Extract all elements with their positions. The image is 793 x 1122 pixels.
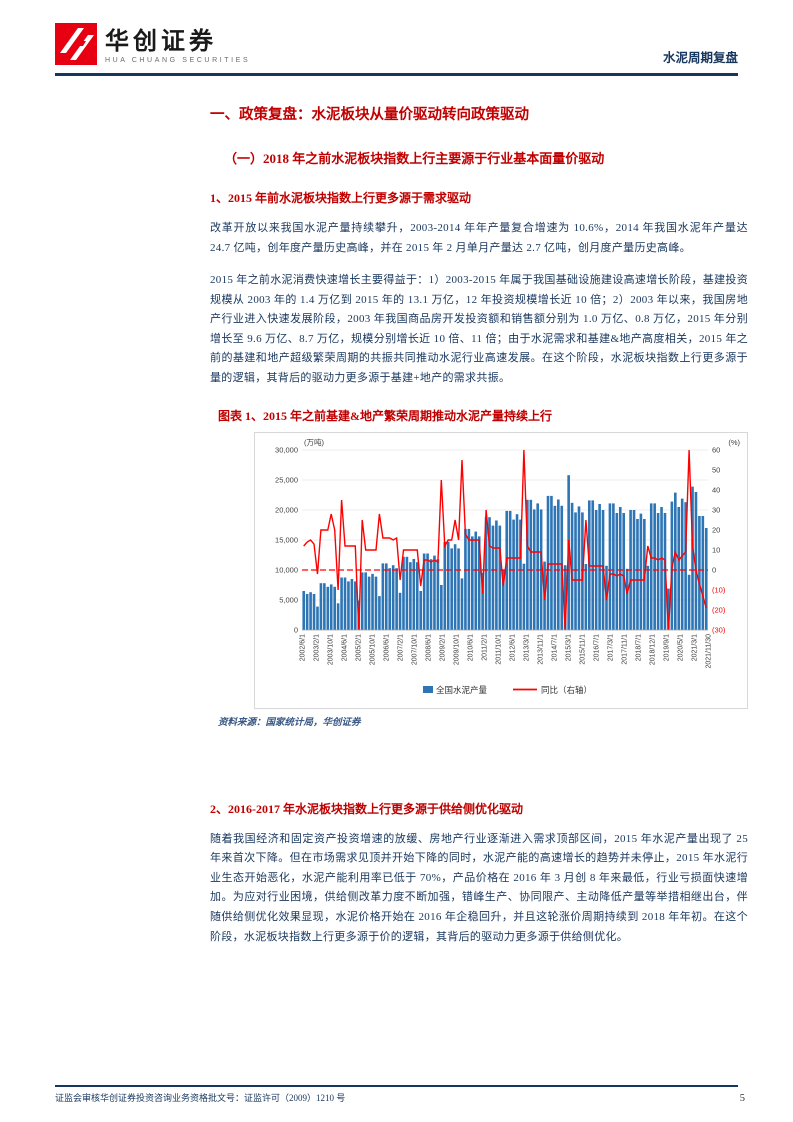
svg-text:2014/7/1: 2014/7/1 (552, 634, 559, 661)
svg-text:2003/10/1: 2003/10/1 (328, 634, 335, 665)
svg-text:2011/2/1: 2011/2/1 (482, 634, 489, 661)
svg-text:2018/12/1: 2018/12/1 (650, 634, 657, 665)
figure-caption: 图表 1、2015 年之前基建&地产繁荣周期推动水泥产量持续上行 (218, 408, 552, 423)
footer-divider (55, 1085, 738, 1087)
svg-text:10,000: 10,000 (275, 565, 298, 574)
svg-text:2009/10/1: 2009/10/1 (454, 634, 461, 665)
svg-text:25,000: 25,000 (275, 475, 298, 484)
svg-text:40: 40 (712, 485, 720, 494)
page-number: 5 (739, 1093, 745, 1104)
point-heading-2: 2、2016-2017 年水泥板块指数上行更多源于供给侧优化驱动 (210, 801, 523, 816)
cement-production-chart: 0 5,000 10,000 15,000 20,000 25,000 30,000 (30)… (254, 431, 748, 709)
svg-text:2007/2/1: 2007/2/1 (398, 634, 405, 661)
svg-text:2018/7/1: 2018/7/1 (636, 634, 643, 661)
svg-text:2007/10/1: 2007/10/1 (412, 634, 419, 665)
subsection-heading-1: （一）2018 年之前水泥板块指数上行主要源于行业基本面量价驱动 (224, 151, 605, 166)
svg-text:2011/10/1: 2011/10/1 (496, 634, 503, 665)
svg-text:15,000: 15,000 (275, 535, 298, 544)
svg-text:2019/9/1: 2019/9/1 (664, 634, 671, 661)
svg-text:2021/11/30: 2021/11/30 (706, 634, 713, 669)
svg-text:0: 0 (294, 625, 298, 634)
paragraph-1: 改革开放以来我国水泥产量持续攀升，2003-2014 年年产量复合增速为 10.… (210, 222, 748, 254)
section-heading-1: 一、政策复盘：水泥板块从量价驱动转向政策驱动 (210, 107, 529, 123)
svg-text:2004/6/1: 2004/6/1 (342, 634, 349, 661)
page-header: 华创证券 HUA CHUANG SECURITIES 水泥周期复盘 (55, 20, 738, 70)
svg-text:2005/2/1: 2005/2/1 (356, 634, 363, 661)
svg-text:2015/3/1: 2015/3/1 (566, 634, 573, 661)
page-footer: 证监会审核华创证券投资咨询业务资格批文号：证监许可（2009）1210 号 5 (55, 1091, 745, 1104)
svg-text:(20): (20) (712, 605, 726, 614)
svg-text:2013/3/1: 2013/3/1 (524, 634, 531, 661)
svg-text:30: 30 (712, 505, 720, 514)
svg-text:2015/11/1: 2015/11/1 (580, 634, 587, 665)
svg-text:2012/6/1: 2012/6/1 (510, 634, 517, 661)
svg-text:2006/6/1: 2006/6/1 (384, 634, 391, 661)
figure-source: 资料来源：国家统计局，华创证券 (218, 717, 361, 728)
svg-text:50: 50 (712, 465, 720, 474)
paragraph-3: 随着我国经济和固定资产投资增速的放缓、房地产行业逐渐进入需求顶部区间，2015 … (210, 832, 748, 943)
brand-name-cn: 华创证券 (105, 27, 217, 55)
svg-text:2017/3/1: 2017/3/1 (608, 634, 615, 661)
svg-text:0: 0 (712, 565, 716, 574)
svg-text:全国水泥产量: 全国水泥产量 (436, 685, 488, 695)
svg-text:20: 20 (712, 525, 720, 534)
svg-text:2002/6/1: 2002/6/1 (300, 634, 307, 661)
svg-text:2003/2/1: 2003/2/1 (314, 634, 321, 661)
point-heading-1: 1、2015 年前水泥板块指数上行更多源于需求驱动 (210, 191, 472, 205)
svg-text:2017/11/1: 2017/11/1 (622, 634, 629, 665)
svg-text:(30): (30) (712, 625, 726, 634)
svg-text:2021/3/1: 2021/3/1 (692, 634, 699, 661)
svg-text:2005/10/1: 2005/10/1 (370, 634, 377, 665)
svg-text:(万吨): (万吨) (304, 437, 324, 447)
brand-block: 华创证券 HUA CHUANG SECURITIES (55, 23, 250, 70)
svg-text:2020/5/1: 2020/5/1 (678, 634, 685, 661)
svg-text:(10): (10) (712, 585, 726, 594)
svg-text:(%): (%) (728, 438, 740, 447)
svg-text:同比（右轴）: 同比（右轴） (541, 685, 592, 695)
svg-text:2009/2/1: 2009/2/1 (440, 634, 447, 661)
brand-name-en: HUA CHUANG SECURITIES (105, 57, 251, 65)
figure-1: 图表 1、2015 年之前基建&地产繁荣周期推动水泥产量持续上行 0 5,000 1… (210, 407, 748, 728)
license-text: 证监会审核华创证券投资咨询业务资格批文号：证监许可（2009）1210 号 (55, 1093, 346, 1103)
header-divider (55, 73, 738, 76)
huachuang-logo-icon (55, 23, 97, 70)
report-topic-label: 水泥周期复盘 (662, 51, 738, 65)
paragraph-2: 2015 年之前水泥消费快速增长主要得益于：1）2003-2015 年属于我国基… (210, 274, 748, 385)
svg-text:5,000: 5,000 (279, 595, 298, 604)
svg-text:30,000: 30,000 (275, 445, 298, 454)
svg-text:2016/7/1: 2016/7/1 (594, 634, 601, 661)
svg-text:2013/11/1: 2013/11/1 (538, 634, 545, 665)
svg-text:20,000: 20,000 (275, 505, 298, 514)
svg-text:2008/6/1: 2008/6/1 (426, 634, 433, 661)
report-body: 一、政策复盘：水泥板块从量价驱动转向政策驱动 （一）2018 年之前水泥板块指数… (210, 95, 748, 947)
svg-text:60: 60 (712, 445, 720, 454)
svg-text:2010/6/1: 2010/6/1 (468, 634, 475, 661)
svg-text:10: 10 (712, 545, 720, 554)
